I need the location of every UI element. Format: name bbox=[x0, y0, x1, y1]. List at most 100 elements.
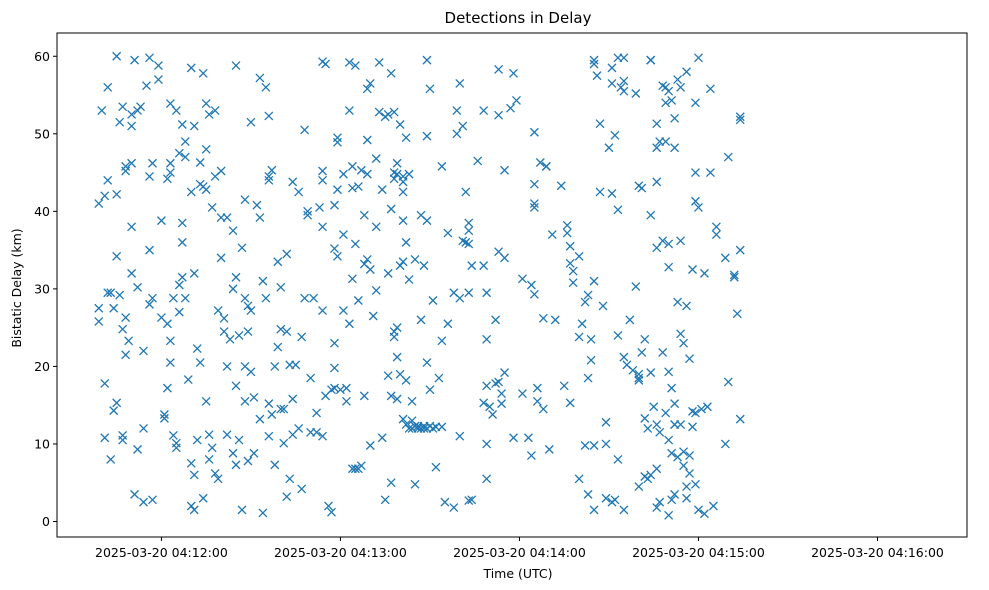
data-point bbox=[667, 383, 677, 393]
data-point bbox=[261, 82, 271, 92]
data-point bbox=[574, 332, 584, 342]
data-point bbox=[497, 389, 507, 399]
data-point bbox=[100, 191, 110, 201]
data-point bbox=[398, 414, 408, 424]
data-point bbox=[347, 161, 357, 171]
data-point bbox=[180, 137, 190, 147]
data-point bbox=[264, 399, 274, 409]
data-point bbox=[94, 316, 104, 326]
x-tick-label: 2025-03-20 04:15:00 bbox=[632, 545, 765, 560]
data-point bbox=[318, 166, 328, 176]
data-point bbox=[201, 99, 211, 109]
data-point bbox=[231, 381, 241, 391]
data-point bbox=[145, 53, 154, 63]
data-point bbox=[246, 367, 256, 377]
data-point bbox=[479, 261, 489, 271]
y-tick-label: 0 bbox=[42, 514, 50, 529]
data-point bbox=[240, 195, 250, 205]
data-point bbox=[252, 200, 262, 210]
data-point bbox=[276, 282, 286, 292]
data-point bbox=[195, 158, 205, 167]
data-point bbox=[261, 293, 271, 303]
data-point bbox=[243, 301, 253, 311]
data-point bbox=[210, 106, 220, 115]
y-axis-label: Bistatic Delay (km) bbox=[9, 228, 24, 347]
plot-frame bbox=[56, 32, 968, 538]
data-point bbox=[177, 120, 187, 129]
data-point bbox=[330, 383, 339, 393]
data-point bbox=[139, 497, 148, 507]
data-point bbox=[347, 274, 357, 284]
data-point bbox=[482, 439, 492, 449]
data-point bbox=[356, 165, 366, 175]
data-point bbox=[276, 404, 286, 414]
data-point bbox=[517, 389, 527, 399]
data-point bbox=[240, 293, 250, 303]
data-point bbox=[538, 313, 548, 323]
data-point bbox=[437, 336, 447, 346]
data-point bbox=[404, 169, 414, 179]
data-point bbox=[121, 313, 131, 323]
data-point bbox=[628, 365, 638, 375]
data-point bbox=[341, 396, 351, 406]
data-point bbox=[661, 98, 671, 108]
data-point bbox=[562, 228, 572, 238]
data-point bbox=[338, 230, 348, 240]
data-point bbox=[255, 414, 265, 424]
data-point bbox=[464, 288, 474, 298]
data-point bbox=[118, 324, 128, 334]
data-point bbox=[127, 268, 137, 278]
data-point bbox=[562, 220, 572, 230]
data-point bbox=[634, 373, 644, 383]
data-point bbox=[589, 59, 599, 69]
data-point bbox=[607, 189, 617, 198]
data-point bbox=[374, 107, 384, 117]
data-point bbox=[589, 276, 599, 286]
data-point bbox=[565, 398, 575, 408]
data-point bbox=[646, 368, 656, 378]
data-point bbox=[688, 406, 697, 416]
data-point bbox=[547, 230, 557, 240]
data-point bbox=[312, 427, 322, 437]
data-point bbox=[145, 171, 154, 181]
data-point bbox=[392, 394, 402, 404]
data-point bbox=[318, 175, 328, 185]
data-point bbox=[171, 443, 181, 453]
data-point bbox=[327, 385, 336, 395]
data-point bbox=[673, 297, 683, 307]
data-point bbox=[416, 315, 426, 325]
data-point bbox=[249, 392, 259, 402]
data-point bbox=[338, 169, 348, 179]
data-point bbox=[165, 168, 175, 178]
data-point bbox=[312, 408, 322, 418]
data-point bbox=[231, 61, 241, 71]
data-point bbox=[127, 109, 137, 119]
x-axis-label: Time (UTC) bbox=[482, 566, 552, 581]
data-point bbox=[362, 254, 372, 264]
data-point bbox=[264, 175, 274, 185]
data-point bbox=[270, 361, 280, 371]
data-point bbox=[428, 296, 438, 305]
data-point bbox=[595, 187, 605, 197]
data-point bbox=[359, 210, 369, 220]
data-point bbox=[371, 285, 381, 295]
data-point bbox=[201, 144, 211, 154]
data-point bbox=[112, 189, 122, 199]
data-point bbox=[243, 327, 253, 336]
data-point bbox=[288, 394, 298, 404]
data-point bbox=[523, 433, 533, 443]
data-point bbox=[246, 117, 256, 127]
data-point bbox=[392, 158, 402, 168]
data-point bbox=[661, 137, 671, 147]
data-point bbox=[121, 166, 131, 176]
data-point bbox=[189, 121, 199, 131]
data-point bbox=[180, 152, 190, 162]
data-point bbox=[174, 148, 184, 158]
data-point bbox=[136, 102, 146, 112]
data-point bbox=[449, 503, 459, 512]
data-point bbox=[165, 336, 175, 346]
data-point bbox=[723, 152, 733, 162]
data-point bbox=[186, 63, 196, 73]
data-point bbox=[159, 413, 169, 423]
data-point bbox=[720, 253, 730, 263]
